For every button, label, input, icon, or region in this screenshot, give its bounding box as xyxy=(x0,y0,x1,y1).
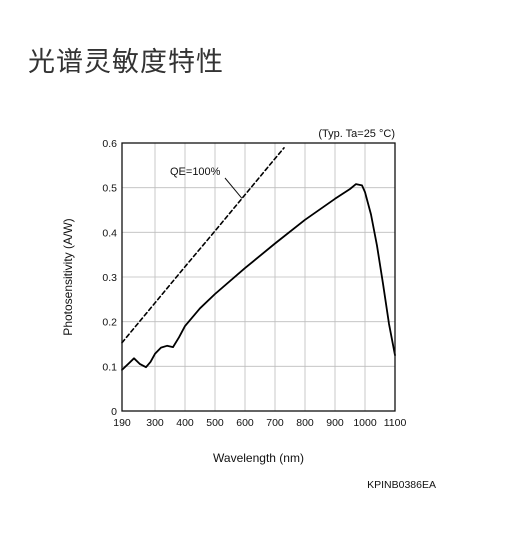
x-tick-label: 500 xyxy=(206,417,224,429)
photosensitivity-series-line xyxy=(121,183,396,371)
chart-series-layer xyxy=(121,147,396,371)
x-tick-label: 300 xyxy=(146,417,164,429)
page-title: 光谱灵敏度特性 xyxy=(28,47,224,78)
qe-annotation: QE=100% xyxy=(170,166,221,178)
x-tick-label: 600 xyxy=(236,417,254,429)
figure-code: KPINB0386EA xyxy=(367,479,436,491)
y-tick-label: 0.6 xyxy=(102,138,117,150)
condition-note: (Typ. Ta=25 °C) xyxy=(318,128,395,140)
y-tick-label: 0.1 xyxy=(102,361,117,373)
x-tick-label: 190 xyxy=(113,417,131,429)
x-tick-label: 800 xyxy=(296,417,314,429)
x-tick-label: 1000 xyxy=(353,417,377,429)
y-tick-label: 0 xyxy=(111,406,117,418)
plot-frame xyxy=(121,142,396,412)
y-tick-label: 0.3 xyxy=(102,272,117,284)
y-tick-label: 0.5 xyxy=(102,183,117,195)
x-axis-title: Wavelength (nm) xyxy=(213,451,304,465)
x-tick-label: 400 xyxy=(176,417,194,429)
chart-ticks: 190 300 400 500 600 700 800 900 1000 1100 0 0.1 0.2 0… xyxy=(102,138,406,429)
y-axis-title: Photosensitivity (A/W) xyxy=(61,218,75,335)
y-tick-label: 0.4 xyxy=(102,227,117,239)
x-tick-label: 1100 xyxy=(384,417,407,429)
qe-annotation-leader xyxy=(224,177,243,199)
x-tick-label: 700 xyxy=(266,417,284,429)
chart-grid xyxy=(122,143,395,411)
x-tick-label: 900 xyxy=(326,417,344,429)
qe-100-series-line xyxy=(121,147,285,344)
y-tick-label: 0.2 xyxy=(102,317,117,329)
